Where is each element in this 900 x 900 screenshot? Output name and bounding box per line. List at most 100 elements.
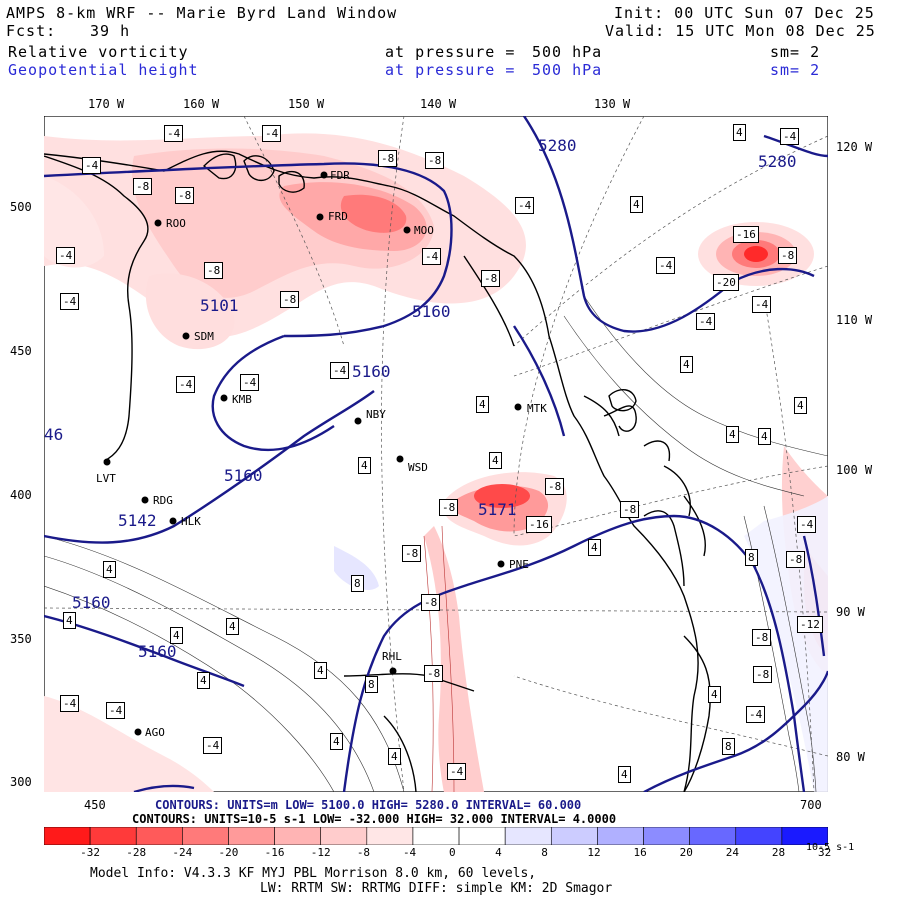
vort-box: 8 <box>365 676 378 693</box>
y-tick-350: 350 <box>10 632 32 646</box>
colorbar-swatch <box>689 827 737 845</box>
vort-box: -8 <box>620 501 640 518</box>
vort-box: -16 <box>733 226 759 243</box>
colorbar-swatch <box>320 827 368 845</box>
meridian-label-120w: 120 W <box>836 140 873 154</box>
lon-label-140w: 140 W <box>420 97 457 111</box>
vort-box: -8 <box>280 291 300 308</box>
station-hlk: HLK <box>181 515 201 528</box>
station-ago: AGO <box>145 726 165 739</box>
field2-pressure: 500 hPa <box>532 61 603 79</box>
valid-time: Valid: 15 UTC Mon 08 Dec 25 <box>605 22 876 40</box>
init-time: Init: 00 UTC Sun 07 Dec 25 <box>614 4 875 22</box>
forecast-label: Fcst: <box>6 22 57 40</box>
colorbar-swatch <box>643 827 690 845</box>
vort-box: 4 <box>63 612 76 629</box>
vort-box: 4 <box>476 396 489 413</box>
vort-box: 4 <box>330 733 343 750</box>
vort-box: -4 <box>797 516 817 533</box>
field1-smoothing: sm= 2 <box>770 43 821 61</box>
vort-box: -4 <box>60 293 80 310</box>
vort-box: -8 <box>402 545 422 562</box>
vort-box: -8 <box>778 247 798 264</box>
height-label-5280-a: 5280 <box>538 136 577 155</box>
vort-box: -4 <box>56 247 76 264</box>
colorbar-tick-label: -4 <box>402 846 417 859</box>
field2-smoothing: sm= 2 <box>770 61 821 79</box>
vort-box: -4 <box>656 257 676 274</box>
colorbar <box>44 827 828 845</box>
vort-box: -8 <box>421 594 441 611</box>
station-frd: FRD <box>328 210 348 223</box>
colorbar-tick-label: 16 <box>633 846 647 859</box>
vort-box: 8 <box>745 549 758 566</box>
y-tick-300: 300 <box>10 775 32 789</box>
vort-box: 4 <box>708 686 721 703</box>
colorbar-swatch <box>458 827 506 845</box>
vort-box: -4 <box>203 737 223 754</box>
colorbar-swatch <box>182 827 229 845</box>
vort-box: -8 <box>439 499 459 516</box>
field1-pressure-label: at pressure = <box>385 43 516 61</box>
vort-box: -4 <box>422 248 442 265</box>
station-mtk: MTK <box>527 402 547 415</box>
vort-box: 4 <box>680 356 693 373</box>
colorbar-swatch <box>135 827 183 845</box>
colorbar-tick-label: -28 <box>126 846 147 859</box>
colorbar-tick-label: 32 <box>818 846 832 859</box>
colorbar-tick-label: 24 <box>725 846 739 859</box>
colorbar-tick-label: -8 <box>356 846 371 859</box>
station-moo: MOO <box>414 224 434 237</box>
vort-box: 4 <box>103 561 116 578</box>
height-label-5160-c: 5160 <box>224 466 263 485</box>
vort-box: -4 <box>330 362 350 379</box>
vort-box: -8 <box>378 150 398 167</box>
vort-box: -8 <box>753 666 773 683</box>
height-label-5160-e: 5160 <box>138 642 177 661</box>
map-title: AMPS 8-km WRF -- Marie Byrd Land Window <box>6 4 398 22</box>
y-tick-450: 450 <box>10 344 32 358</box>
colorbar-swatch <box>412 827 460 845</box>
vort-box: -4 <box>240 374 260 391</box>
vort-box: -8 <box>175 187 195 204</box>
coastline <box>44 150 711 792</box>
vort-box: -20 <box>713 274 739 291</box>
colorbar-tick-label: -16 <box>264 846 285 859</box>
field2-name: Geopotential height <box>8 61 199 79</box>
vort-box: 4 <box>197 672 210 689</box>
y-tick-400: 400 <box>10 488 32 502</box>
vort-box: -8 <box>752 629 772 646</box>
vort-box: -4 <box>746 706 766 723</box>
colorbar-tick-label: 12 <box>587 846 601 859</box>
vort-box: -4 <box>60 695 80 712</box>
vort-box: 4 <box>388 748 401 765</box>
vort-box: -4 <box>696 313 716 330</box>
colorbar-swatch <box>735 827 783 845</box>
vort-box: -8 <box>424 665 444 682</box>
station-rhl: RHL <box>382 650 402 663</box>
station-markers <box>103 171 522 736</box>
colorbar-tick-label: -32 <box>80 846 100 859</box>
height-label-5160-a: 5160 <box>412 302 451 321</box>
colorbar-swatch <box>597 827 644 845</box>
field2-pressure-label: at pressure = <box>385 61 516 79</box>
station-roo: ROO <box>166 217 186 230</box>
vort-box: 4 <box>314 662 327 679</box>
vort-box: -4 <box>82 157 102 174</box>
station-wsd: WSD <box>408 461 428 474</box>
lon-label-160w: 160 W <box>183 97 220 111</box>
vort-box: -12 <box>797 616 823 633</box>
lon-label-150w: 150 W <box>288 97 325 111</box>
height-label-5280-b: 5280 <box>758 152 797 171</box>
colorbar-units: 10-5 s-1 <box>806 842 855 853</box>
vort-box: -4 <box>447 763 467 780</box>
vort-box: -4 <box>176 376 196 393</box>
colorbar-tick-label: 20 <box>679 846 693 859</box>
vort-box: -4 <box>262 125 282 142</box>
vort-box: -8 <box>425 152 445 169</box>
vorticity-contour-info: CONTOURS: UNITS=10-5 s-1 LOW= -32.000 HI… <box>132 812 617 826</box>
vort-box: 8 <box>722 738 735 755</box>
height-label-5171: 5171 <box>478 500 517 519</box>
vort-box: 4 <box>588 539 601 556</box>
station-rdg: RDG <box>153 494 173 507</box>
